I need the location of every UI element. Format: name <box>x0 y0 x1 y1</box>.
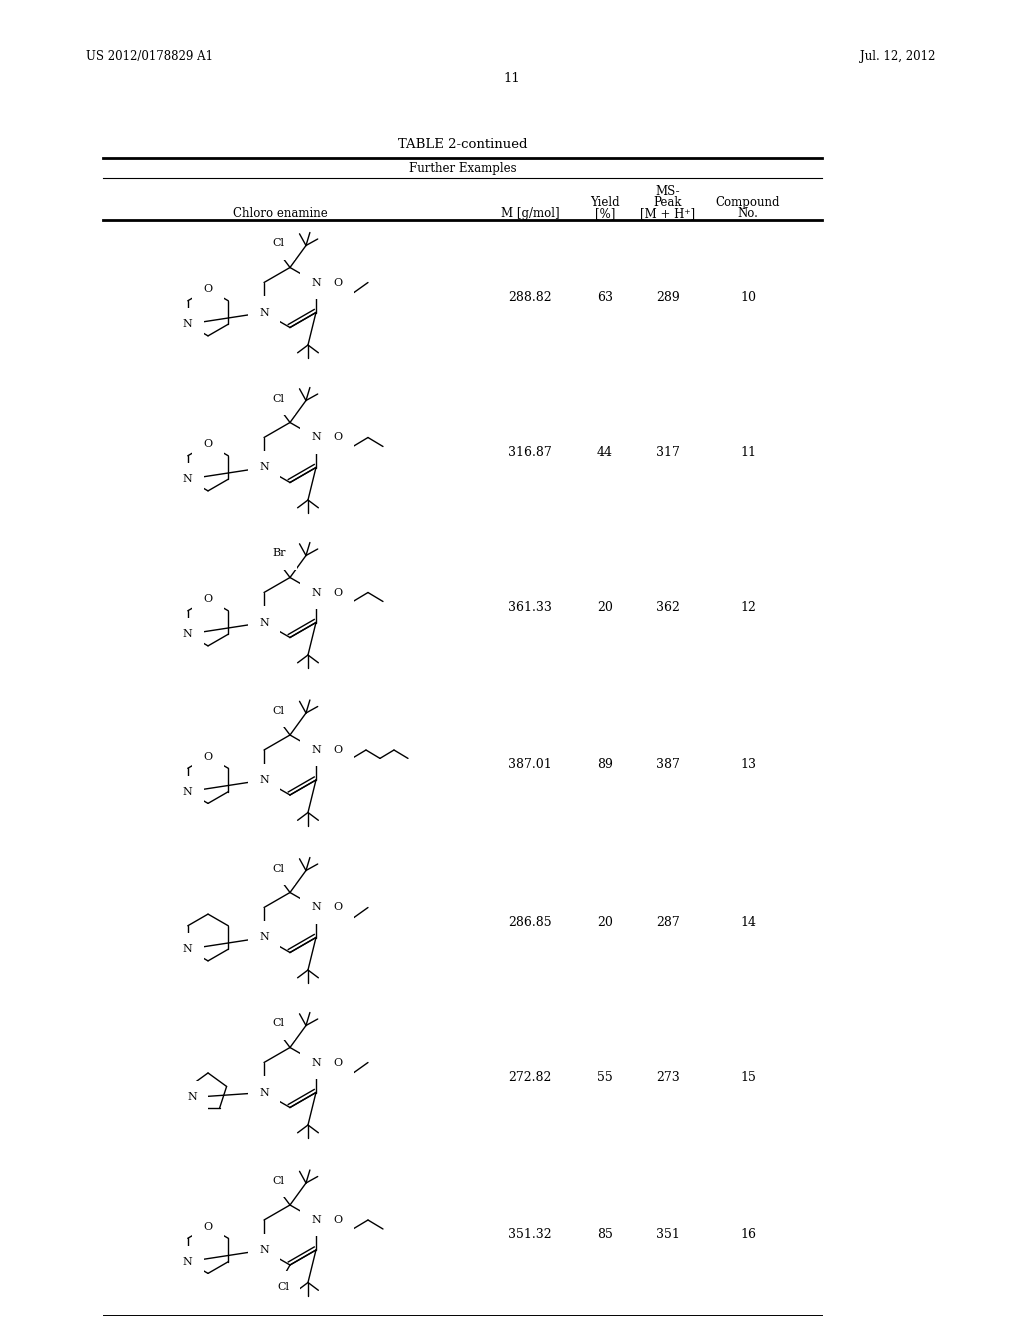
Text: Cl: Cl <box>272 1019 284 1028</box>
Text: O: O <box>204 440 213 449</box>
Text: O: O <box>204 284 213 294</box>
Text: 11: 11 <box>504 73 520 84</box>
Text: O: O <box>334 277 343 288</box>
Text: 288.82: 288.82 <box>508 290 552 304</box>
Text: 20: 20 <box>597 601 613 614</box>
Text: O: O <box>334 1214 343 1225</box>
Text: Cl: Cl <box>272 863 284 874</box>
Text: M [g/mol]: M [g/mol] <box>501 207 559 220</box>
Text: 362: 362 <box>656 601 680 614</box>
Text: N: N <box>311 433 321 442</box>
Text: N: N <box>311 903 321 912</box>
Text: Cl: Cl <box>272 1176 284 1185</box>
Text: N: N <box>183 319 193 329</box>
Text: 351: 351 <box>656 1229 680 1242</box>
Text: N: N <box>259 308 269 318</box>
Text: Peak: Peak <box>653 195 682 209</box>
Text: N: N <box>259 1088 269 1097</box>
Text: 44: 44 <box>597 446 613 459</box>
Text: O: O <box>204 594 213 605</box>
Text: N: N <box>259 618 269 627</box>
Text: 55: 55 <box>597 1071 613 1084</box>
Text: N: N <box>259 775 269 785</box>
Text: 316.87: 316.87 <box>508 446 552 459</box>
Text: [M + H⁺]: [M + H⁺] <box>640 207 695 220</box>
Text: N: N <box>311 1057 321 1068</box>
Text: Cl: Cl <box>272 706 284 715</box>
Text: N: N <box>183 1257 193 1267</box>
Text: N: N <box>183 944 193 954</box>
Text: O: O <box>334 744 343 755</box>
Text: Cl: Cl <box>272 393 284 404</box>
Text: Br: Br <box>272 549 286 558</box>
Text: 11: 11 <box>740 446 756 459</box>
Text: Further Examples: Further Examples <box>409 162 516 176</box>
Text: Chloro enamine: Chloro enamine <box>232 207 328 220</box>
Text: 14: 14 <box>740 916 756 929</box>
Text: 361.33: 361.33 <box>508 601 552 614</box>
Text: 16: 16 <box>740 1229 756 1242</box>
Text: N: N <box>187 1093 198 1102</box>
Text: 10: 10 <box>740 290 756 304</box>
Text: O: O <box>334 903 343 912</box>
Text: O: O <box>334 1057 343 1068</box>
Text: N: N <box>183 787 193 797</box>
Text: 289: 289 <box>656 290 680 304</box>
Text: US 2012/0178829 A1: US 2012/0178829 A1 <box>86 50 213 63</box>
Text: MS-: MS- <box>655 185 680 198</box>
Text: N: N <box>311 744 321 755</box>
Text: N: N <box>183 630 193 639</box>
Text: 20: 20 <box>597 916 613 929</box>
Text: O: O <box>204 751 213 762</box>
Text: O: O <box>334 587 343 598</box>
Text: 15: 15 <box>740 1071 756 1084</box>
Text: 13: 13 <box>740 759 756 771</box>
Text: Cl: Cl <box>272 239 284 248</box>
Text: 12: 12 <box>740 601 756 614</box>
Text: 63: 63 <box>597 290 613 304</box>
Text: 317: 317 <box>656 446 680 459</box>
Text: N: N <box>311 587 321 598</box>
Text: Cl: Cl <box>278 1282 289 1292</box>
Text: 273: 273 <box>656 1071 680 1084</box>
Text: TABLE 2-continued: TABLE 2-continued <box>397 139 527 150</box>
Text: 387.01: 387.01 <box>508 759 552 771</box>
Text: Jul. 12, 2012: Jul. 12, 2012 <box>860 50 935 63</box>
Text: Compound: Compound <box>716 195 780 209</box>
Text: 287: 287 <box>656 916 680 929</box>
Text: N: N <box>259 1245 269 1255</box>
Text: 272.82: 272.82 <box>508 1071 552 1084</box>
Text: 351.32: 351.32 <box>508 1229 552 1242</box>
Text: N: N <box>259 462 269 473</box>
Text: N: N <box>311 1214 321 1225</box>
Text: Yield: Yield <box>590 195 620 209</box>
Text: O: O <box>204 1221 213 1232</box>
Text: [%]: [%] <box>595 207 615 220</box>
Text: O: O <box>334 433 343 442</box>
Text: N: N <box>311 277 321 288</box>
Text: 89: 89 <box>597 759 613 771</box>
Text: N: N <box>183 474 193 484</box>
Text: 387: 387 <box>656 759 680 771</box>
Text: N: N <box>259 932 269 942</box>
Text: No.: No. <box>737 207 759 220</box>
Text: 286.85: 286.85 <box>508 916 552 929</box>
Text: 85: 85 <box>597 1229 613 1242</box>
